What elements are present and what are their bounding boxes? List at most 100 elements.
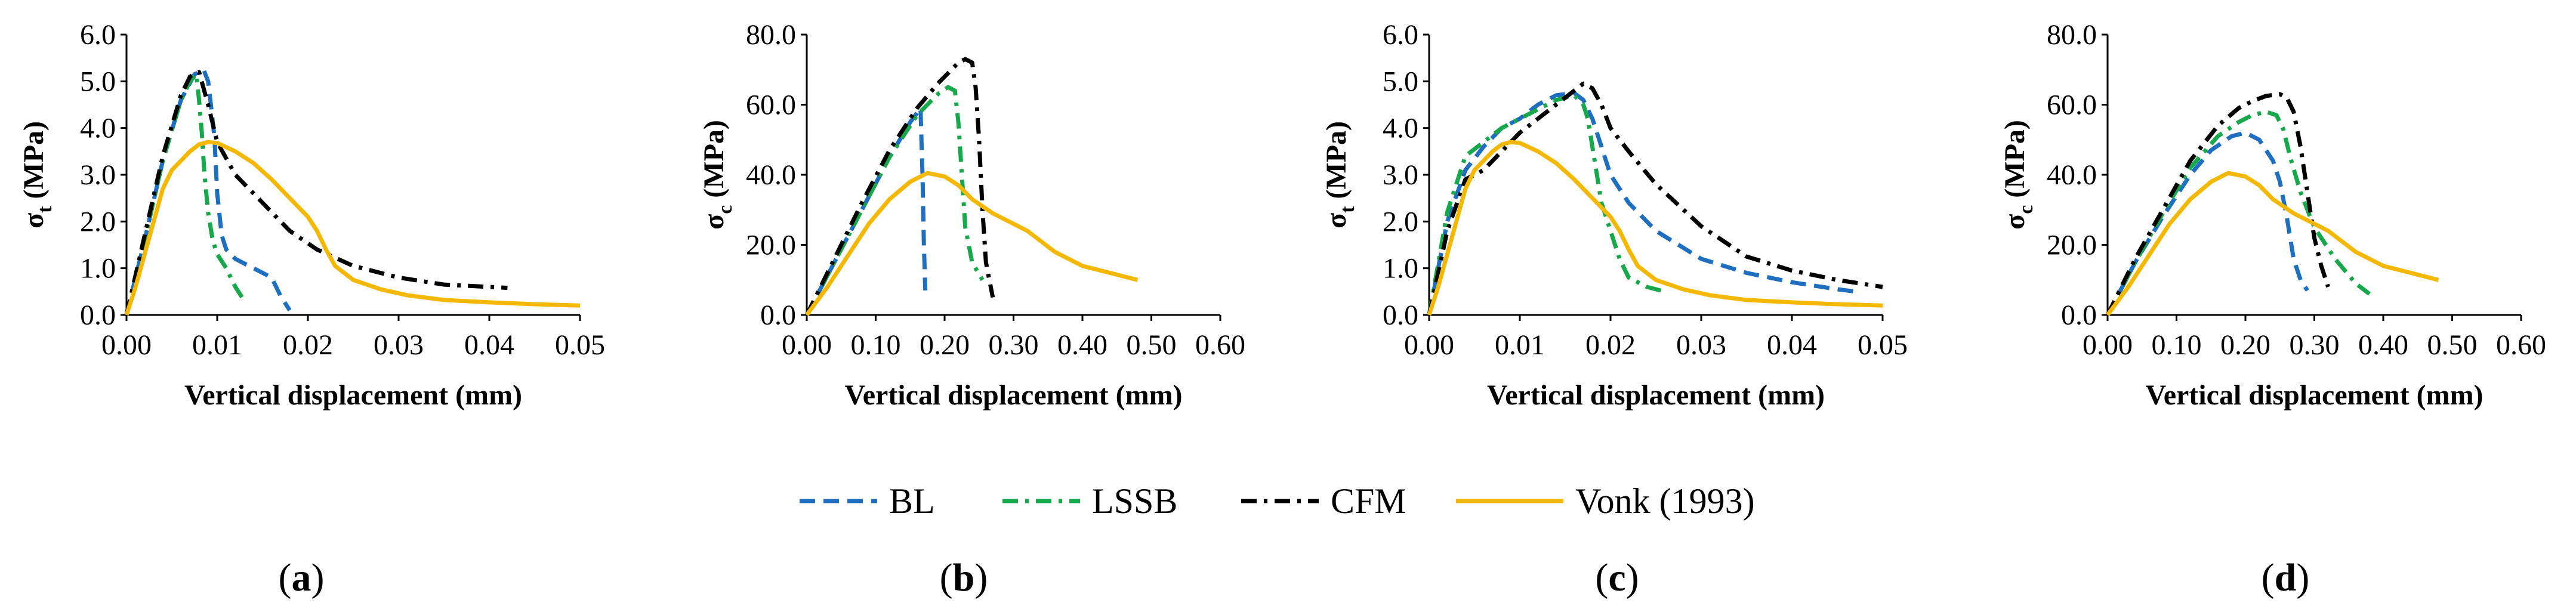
panel-label-c: (c)	[1595, 556, 1639, 599]
series-line-vonk	[805, 171, 1139, 317]
chart-panel-c: 0.0 1.0 2.0 3.0 4.0 5.0 6.0 0.00 0.01 0.02 0.03 0.0…	[1321, 19, 1908, 411]
y-axis-unit: (MPa)	[18, 121, 50, 206]
series-line-lssb	[804, 85, 985, 316]
y-axis-subscript: c	[2015, 205, 2037, 214]
panel-label-d: (d)	[2262, 556, 2310, 599]
x-tick-label: 0.50	[1127, 329, 1177, 361]
x-tick-label: 0.02	[1585, 329, 1636, 361]
y-tick-label: 4.0	[80, 113, 116, 144]
panel-label-a: (a)	[279, 556, 325, 599]
legend-label-bl: BL	[889, 481, 935, 521]
y-axis-symbol: σ	[1999, 214, 2031, 230]
y-axis-unit: (MPa)	[698, 120, 730, 205]
x-axis-title: Vertical displacement (mm)	[844, 379, 1182, 411]
x-tick-label: 0.50	[2427, 329, 2478, 361]
y-tick-label: 20.0	[2047, 230, 2097, 261]
series-line-vonk	[2106, 171, 2439, 317]
x-tick-label: 0.00	[101, 329, 152, 361]
y-tick-label: 3.0	[80, 159, 116, 191]
series-line-vonk	[1427, 140, 1883, 316]
y-tick-label: 3.0	[1383, 159, 1418, 191]
y-axis-title: σt (MPa)	[1321, 121, 1359, 228]
y-tick-label: 5.0	[80, 66, 116, 97]
y-tick-label: 6.0	[1383, 19, 1418, 51]
legend-label-lssb: LSSB	[1092, 481, 1177, 521]
x-tick-label: 0.01	[192, 329, 242, 361]
series-line-cfm	[124, 70, 508, 316]
y-axis-symbol: σ	[18, 213, 50, 228]
x-tick-label: 0.40	[1057, 329, 1107, 361]
x-tick-label: 0.00	[782, 329, 832, 361]
x-tick-label: 0.01	[1495, 329, 1545, 361]
y-tick-label: 60.0	[2047, 89, 2097, 121]
y-axis-subscript: t	[1337, 206, 1359, 213]
y-tick-label: 1.0	[80, 253, 116, 285]
x-tick-label: 0.03	[374, 329, 424, 361]
x-tick-label: 0.30	[2290, 329, 2340, 361]
y-axis-unit: (MPa)	[1321, 121, 1352, 206]
x-tick-label: 0.40	[2358, 329, 2408, 361]
legend-item-lssb: LSSB	[1002, 481, 1177, 521]
series-line-bl	[2105, 131, 2309, 316]
y-tick-label: 2.0	[1383, 206, 1418, 237]
y-axis-title: σc (MPa)	[698, 120, 736, 230]
legend: BL LSSB CFM Vonk (1993)	[800, 481, 1755, 521]
x-tick-label: 0.20	[2220, 329, 2270, 361]
series-line-lssb	[1427, 93, 1666, 316]
x-tick-label: 0.20	[920, 329, 970, 361]
y-axis-title: σc (MPa)	[1999, 120, 2037, 230]
y-tick-label: 2.0	[80, 206, 116, 237]
y-axis-subscript: t	[34, 206, 56, 213]
y-tick-label: 0.0	[80, 299, 116, 331]
series-line-lssb	[124, 72, 246, 316]
y-axis-symbol: σ	[698, 214, 730, 230]
x-axis-title: Vertical displacement (mm)	[1487, 379, 1825, 411]
x-tick-label: 0.10	[2152, 329, 2202, 361]
x-tick-label: 0.05	[555, 329, 605, 361]
y-tick-label: 4.0	[1383, 113, 1418, 144]
x-tick-label: 0.02	[283, 329, 333, 361]
x-tick-label: 0.04	[464, 329, 514, 361]
x-tick-label: 0.60	[1195, 329, 1245, 361]
x-tick-label: 0.60	[2496, 329, 2546, 361]
chart-panel-d: 0.0 20.0 40.0 60.0 80.0 0.00 0.10 0.20 0.30 0.40 0…	[1999, 19, 2546, 411]
y-tick-label: 6.0	[80, 19, 116, 51]
y-tick-label: 40.0	[2047, 159, 2097, 191]
x-tick-label: 0.00	[2083, 329, 2133, 361]
series-line-cfm	[1427, 81, 1883, 316]
y-tick-label: 40.0	[746, 159, 796, 191]
y-tick-label: 5.0	[1383, 66, 1418, 97]
legend-item-vonk: Vonk (1993)	[1456, 481, 1755, 521]
x-axis-title: Vertical displacement (mm)	[2145, 379, 2483, 411]
legend-item-bl: BL	[800, 481, 935, 521]
y-tick-label: 0.0	[760, 299, 796, 331]
y-tick-label: 60.0	[746, 89, 796, 121]
x-tick-label: 0.30	[989, 329, 1039, 361]
y-tick-label: 1.0	[1383, 253, 1418, 285]
x-axis-title: Vertical displacement (mm)	[184, 379, 522, 411]
y-axis-unit: (MPa)	[1999, 120, 2031, 205]
y-tick-label: 0.0	[1383, 299, 1418, 331]
x-tick-label: 0.10	[851, 329, 901, 361]
y-axis-title: σt (MPa)	[18, 121, 56, 228]
legend-label-vonk: Vonk (1993)	[1575, 481, 1755, 521]
x-tick-label: 0.05	[1858, 329, 1908, 361]
panel-label-b: (b)	[940, 556, 988, 599]
chart-panel-b: 0.0 20.0 40.0 60.0 80.0 0.00 0.10 0.20 0.30 0.40 0…	[698, 19, 1245, 411]
chart-panel-a: 0.0 1.0 2.0 3.0 4.0 5.0 6.0 0.00 0.01 0.02 0.03 0.0…	[18, 19, 605, 411]
series-line-cfm	[804, 57, 995, 316]
series-line-lssb	[2105, 109, 2371, 316]
series-line-vonk	[124, 140, 581, 316]
x-tick-label: 0.03	[1676, 329, 1726, 361]
y-axis-subscript: c	[714, 205, 736, 214]
series-line-bl	[1427, 91, 1856, 316]
legend-item-cfm: CFM	[1241, 481, 1406, 521]
y-tick-label: 0.0	[2061, 299, 2097, 331]
x-tick-label: 0.00	[1404, 329, 1454, 361]
y-tick-label: 80.0	[746, 19, 796, 51]
x-tick-label: 0.04	[1767, 329, 1817, 361]
y-axis-symbol: σ	[1321, 213, 1352, 228]
y-tick-label: 20.0	[746, 230, 796, 261]
series-line-cfm	[2105, 92, 2330, 316]
